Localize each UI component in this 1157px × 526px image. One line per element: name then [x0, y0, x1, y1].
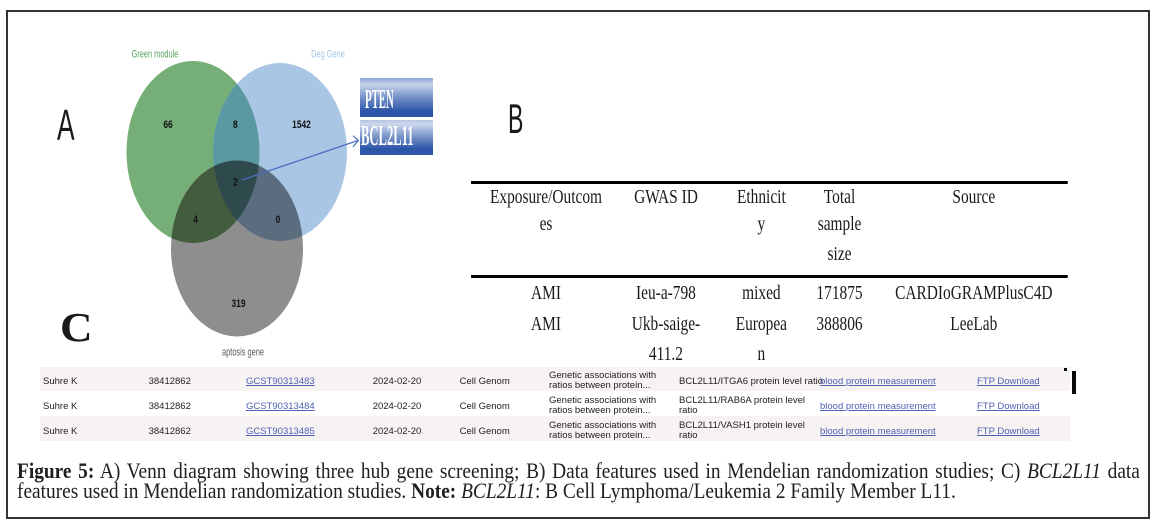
svg-text:1542: 1542 [292, 119, 311, 131]
svg-text:4: 4 [193, 214, 198, 226]
svg-text:aptosis gene: aptosis gene [222, 346, 264, 359]
svg-text:Deg Gene: Deg Gene [311, 48, 345, 61]
svg-text:66: 66 [163, 119, 173, 131]
svg-text:8: 8 [233, 119, 238, 131]
svg-text:Green module: Green module [132, 48, 179, 61]
svg-text:2: 2 [233, 176, 238, 188]
svg-text:319: 319 [231, 298, 246, 310]
svg-text:0: 0 [276, 214, 281, 226]
